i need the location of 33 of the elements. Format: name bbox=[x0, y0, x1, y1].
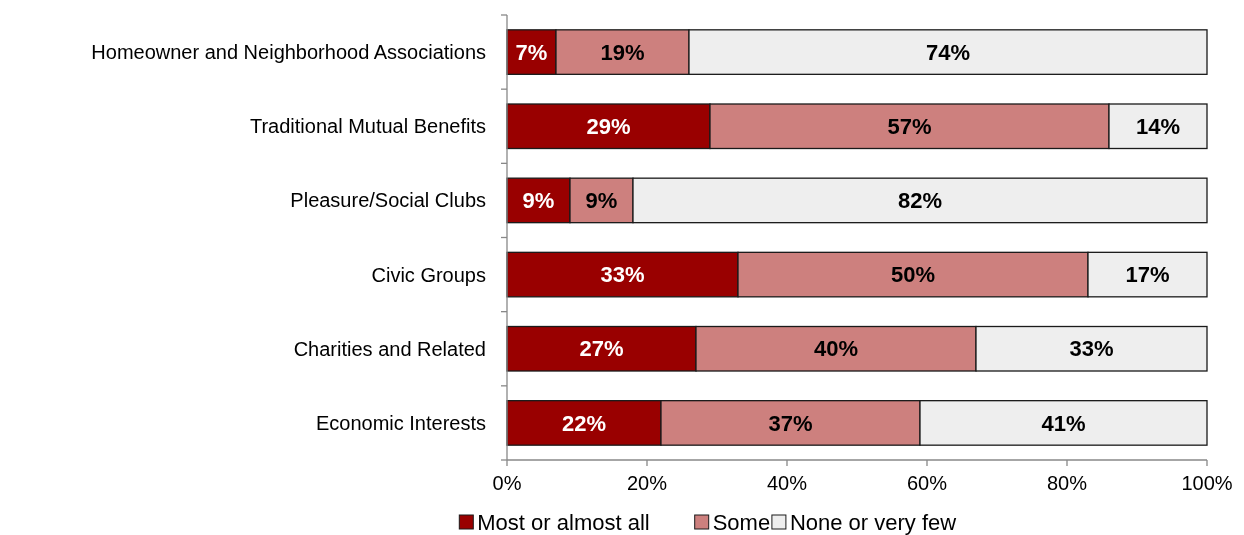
data-label: 50% bbox=[890, 262, 936, 288]
data-label: 41% bbox=[1041, 410, 1086, 436]
data-label: 33% bbox=[600, 262, 645, 288]
data-label: 19% bbox=[600, 39, 645, 65]
x-tick-label: 60% bbox=[906, 472, 948, 494]
data-label: 14% bbox=[1135, 113, 1181, 139]
x-tick-label: 20% bbox=[626, 472, 668, 494]
data-label: 74% bbox=[925, 39, 971, 65]
data-label: 7% bbox=[515, 39, 548, 65]
legend-label: Most or almost all bbox=[477, 509, 650, 535]
x-tick-label: 40% bbox=[766, 472, 808, 494]
data-label: 27% bbox=[579, 336, 624, 362]
x-tick-label: 80% bbox=[1046, 472, 1088, 494]
data-label: 33% bbox=[1069, 336, 1114, 362]
data-label: 9% bbox=[522, 188, 555, 214]
data-label: 29% bbox=[586, 113, 631, 139]
y-tick-label: Traditional Mutual Benefits bbox=[249, 115, 486, 138]
data-label: 40% bbox=[813, 336, 859, 362]
y-tick-label: Charities and Related bbox=[293, 337, 486, 360]
legend-label: Some bbox=[712, 509, 771, 535]
x-tick-label: 0% bbox=[492, 472, 522, 494]
legend-label: None or very few bbox=[789, 509, 957, 535]
data-label: 82% bbox=[897, 188, 943, 214]
data-label: 57% bbox=[887, 113, 932, 139]
y-tick-label: Economic Interests bbox=[315, 411, 486, 434]
data-label: 22% bbox=[561, 410, 607, 436]
y-tick-label: Homeowner and Neighborhood Associations bbox=[91, 41, 486, 64]
data-label: 37% bbox=[768, 410, 813, 436]
y-tick-label: Civic Groups bbox=[371, 263, 486, 286]
y-tick-label: Pleasure/Social Clubs bbox=[290, 189, 486, 212]
data-label: 9% bbox=[585, 188, 618, 214]
x-tick-label: 100% bbox=[1181, 472, 1233, 494]
data-label: 17% bbox=[1125, 262, 1170, 288]
